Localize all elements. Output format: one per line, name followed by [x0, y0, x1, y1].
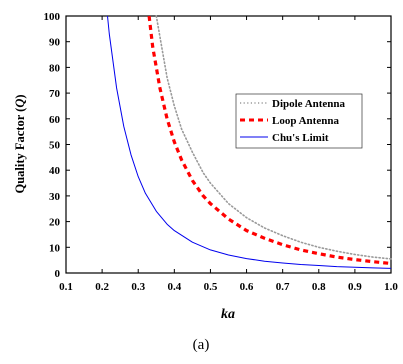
- legend-item-loop: Loop Antenna: [240, 115, 339, 127]
- y-tick-label: 40: [49, 165, 61, 177]
- x-tick-label: 0.8: [312, 281, 326, 293]
- x-tick-label: 0.7: [276, 281, 290, 293]
- y-tick-label: 70: [49, 88, 61, 100]
- y-tick-label: 0: [55, 268, 61, 280]
- legend-label-dipole: Dipole Antenna: [272, 98, 346, 110]
- legend: Dipole Antenna Loop Antenna Chu's Limit: [235, 93, 363, 149]
- x-tick-label: 0.6: [240, 281, 254, 293]
- x-axis-ticks: 0.1 0.2 0.3 0.4 0.5 0.6 0.7 0.8 0.9 1.0: [59, 16, 398, 293]
- x-tick-label: 0.2: [95, 281, 109, 293]
- series-line-chu-s-limit: [107, 15, 392, 269]
- series-line-dipole-antenna: [155, 15, 392, 260]
- y-tick-label: 60: [49, 114, 61, 126]
- x-tick-label: 0.1: [59, 281, 73, 293]
- x-tick-label: 0.5: [204, 281, 218, 293]
- y-tick-label: 20: [49, 217, 61, 229]
- x-tick-label: 0.3: [131, 281, 145, 293]
- figure-caption: (a): [193, 337, 210, 353]
- series-lines: [107, 15, 392, 269]
- legend-box: [235, 93, 363, 149]
- y-tick-label: 10: [49, 242, 61, 254]
- legend-label-chu: Chu's Limit: [272, 132, 329, 144]
- x-tick-label: 0.9: [348, 281, 362, 293]
- y-tick-label: 100: [44, 11, 61, 23]
- y-axis-label: Quality Factor (Q): [13, 94, 27, 193]
- y-tick-label: 30: [49, 191, 61, 203]
- chart-plot-area: 0.1 0.2 0.3 0.4 0.5 0.6 0.7 0.8 0.9 1.0 0 10 20 30 40…: [44, 11, 399, 293]
- y-axis-ticks: 0 10 20 30 40 50 60 70 80 90 100: [44, 11, 391, 280]
- legend-item-dipole: Dipole Antenna: [240, 98, 346, 110]
- y-tick-label: 90: [49, 37, 61, 49]
- x-tick-label: 0.4: [167, 281, 181, 293]
- x-tick-label: 1.0: [384, 281, 398, 293]
- y-tick-label: 50: [49, 140, 61, 152]
- y-tick-label: 80: [49, 62, 61, 74]
- legend-item-chu: Chu's Limit: [240, 132, 329, 144]
- legend-label-loop: Loop Antenna: [272, 115, 339, 127]
- x-axis-label: ka: [221, 307, 235, 322]
